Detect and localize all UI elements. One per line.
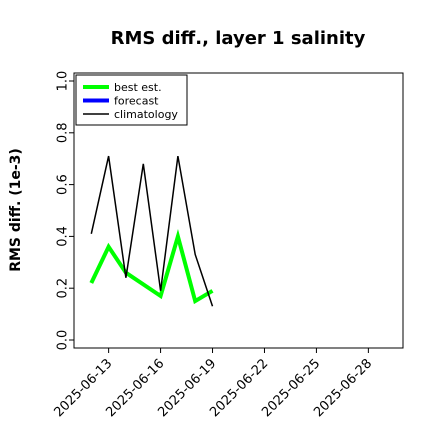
series-line-climatology (90, 155, 214, 307)
legend-entry: forecast (114, 95, 159, 108)
legend-entry: best est. (114, 81, 162, 94)
y-tick-label: 0.2 (56, 278, 71, 299)
series-layer (89, 155, 214, 307)
y-tick-label: 0.0 (56, 330, 71, 351)
y-tick-label: 0.4 (56, 226, 71, 247)
series-line-best-est (89, 228, 214, 305)
y-tick-label: 0.6 (56, 174, 71, 195)
plot-frame (73, 72, 404, 349)
y-tick-label: 0.8 (56, 122, 71, 143)
y-tick-label: 1.0 (56, 71, 71, 92)
legend-entry: climatology (114, 108, 178, 121)
y-axis-label: RMS diff. (1e-3) (8, 148, 24, 272)
chart-title: RMS diff., layer 1 salinity (111, 28, 366, 49)
